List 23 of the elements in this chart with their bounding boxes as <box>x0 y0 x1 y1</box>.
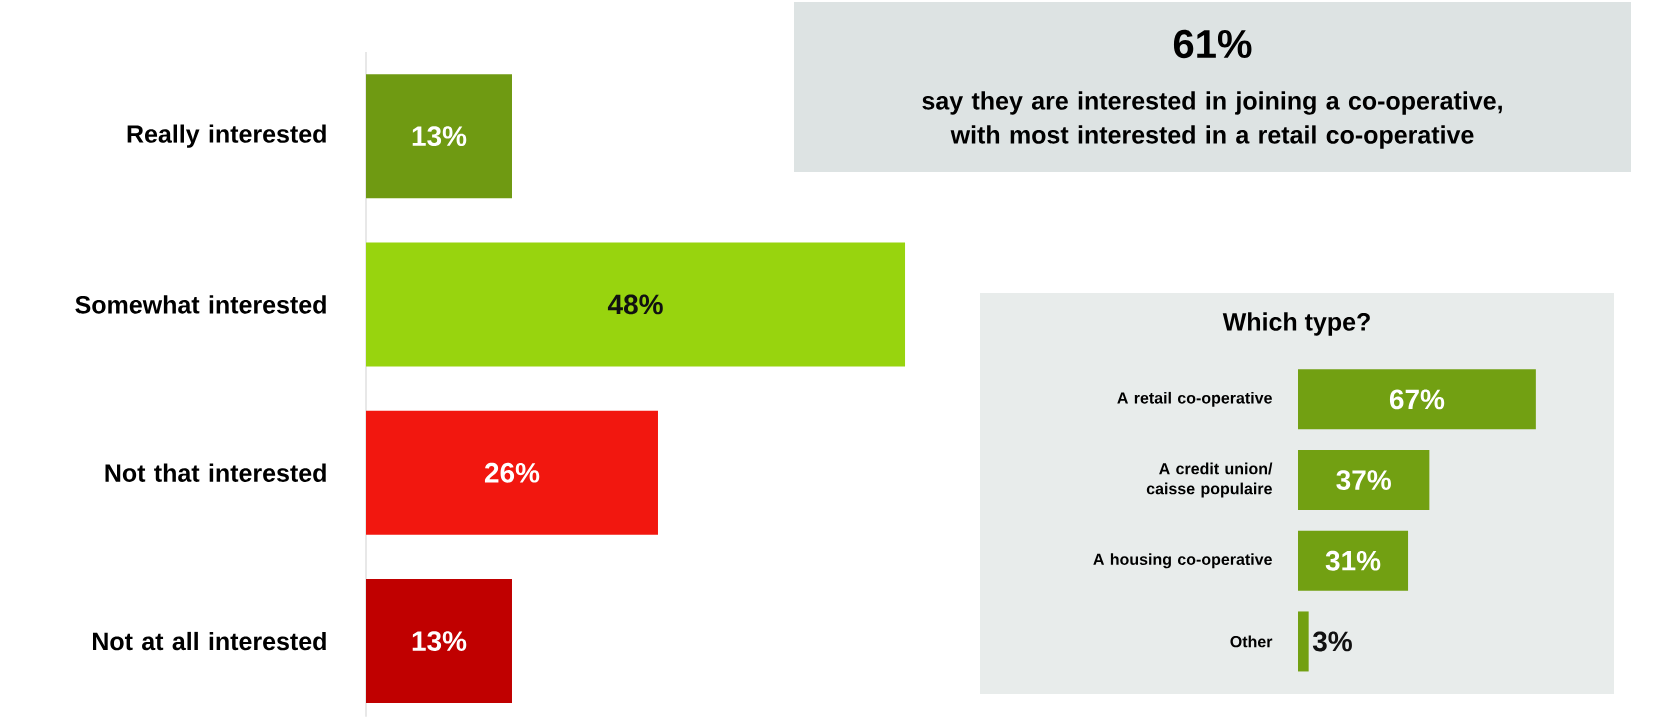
y-tick-label: Somewhat interested <box>75 295 326 314</box>
data-label: 26% <box>484 462 540 483</box>
data-label: 31% <box>1325 550 1381 571</box>
y-tick-label: A credit union/ caisse populaire <box>1146 462 1273 498</box>
y-tick-label: Other <box>1230 635 1273 648</box>
y-tick-label: A retail co-operative <box>1117 391 1272 407</box>
data-label: 48% <box>607 294 663 315</box>
data-label: 13% <box>412 631 467 651</box>
y-tick-label: Really interested <box>127 124 326 148</box>
y-tick-label: Not at all interested <box>92 631 326 651</box>
data-label: 13% <box>412 126 467 147</box>
data-label: 37% <box>1336 470 1391 490</box>
data-label: 3% <box>1312 631 1352 652</box>
y-tick-label: A housing co-operative <box>1093 553 1272 569</box>
text: 61% <box>1173 29 1252 59</box>
text: say they are interested in joining a co-operative, with most interested in a retail co-operative <box>922 91 1502 149</box>
bar <box>1298 611 1309 672</box>
bar <box>1298 369 1536 430</box>
bar <box>1298 530 1409 591</box>
data-label: 67% <box>1389 389 1445 410</box>
y-tick-label: Not that interested <box>105 463 326 482</box>
chart-title: Which type? <box>1222 312 1370 336</box>
bar <box>1298 450 1430 511</box>
